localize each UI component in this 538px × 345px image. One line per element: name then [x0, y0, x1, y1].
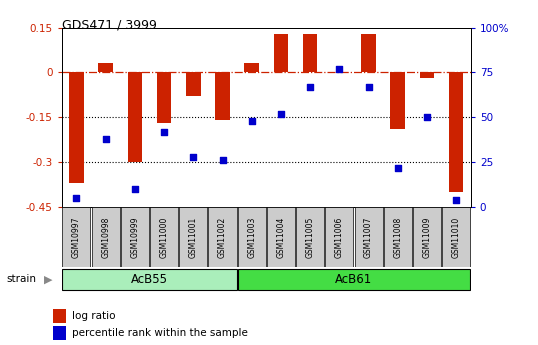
Point	[335, 66, 344, 72]
Text: GDS471 / 3999: GDS471 / 3999	[62, 19, 157, 32]
Text: AcB55: AcB55	[131, 273, 168, 286]
Text: GSM11003: GSM11003	[247, 217, 256, 258]
Bar	[98, 63, 113, 72]
Point	[218, 158, 227, 163]
Bar	[238, 207, 266, 267]
Text: GSM10997: GSM10997	[72, 216, 81, 258]
Bar	[121, 207, 149, 267]
Point	[72, 195, 81, 201]
Bar	[215, 72, 230, 120]
Text: GSM11008: GSM11008	[393, 217, 402, 258]
Text: GSM11005: GSM11005	[306, 217, 315, 258]
Bar	[157, 72, 172, 123]
Point	[452, 197, 461, 203]
Text: GSM11009: GSM11009	[422, 217, 431, 258]
Text: AcB61: AcB61	[335, 273, 372, 286]
Bar	[150, 207, 178, 267]
Bar	[274, 33, 288, 72]
Text: ▶: ▶	[44, 275, 53, 284]
Point	[393, 165, 402, 170]
Point	[306, 84, 314, 90]
Text: GSM10998: GSM10998	[101, 217, 110, 258]
Text: GSM11002: GSM11002	[218, 217, 227, 258]
Point	[364, 84, 373, 90]
Bar	[62, 207, 90, 267]
Bar	[296, 207, 324, 267]
Bar	[209, 207, 237, 267]
Bar	[62, 268, 237, 290]
Bar	[413, 207, 441, 267]
Bar	[361, 33, 376, 72]
Bar	[53, 326, 66, 340]
Bar	[355, 207, 383, 267]
Bar	[186, 72, 201, 96]
Bar	[53, 309, 66, 323]
Bar	[384, 207, 412, 267]
Bar	[179, 207, 207, 267]
Text: strain: strain	[6, 275, 37, 284]
Point	[423, 115, 431, 120]
Text: GSM11010: GSM11010	[451, 217, 461, 258]
Text: GSM11006: GSM11006	[335, 217, 344, 258]
Point	[131, 186, 139, 192]
Bar	[238, 268, 470, 290]
Bar	[303, 33, 317, 72]
Text: GSM11004: GSM11004	[277, 217, 286, 258]
Text: GSM10999: GSM10999	[130, 216, 139, 258]
Point	[189, 154, 197, 159]
Bar	[128, 72, 142, 162]
Point	[160, 129, 168, 135]
Bar	[91, 207, 119, 267]
Text: GSM11007: GSM11007	[364, 217, 373, 258]
Bar	[391, 72, 405, 129]
Bar	[449, 72, 463, 192]
Bar	[267, 207, 295, 267]
Bar	[69, 72, 84, 183]
Bar	[420, 72, 434, 78]
Text: percentile rank within the sample: percentile rank within the sample	[72, 328, 248, 338]
Point	[277, 111, 285, 117]
Bar	[442, 207, 470, 267]
Text: log ratio: log ratio	[72, 311, 116, 321]
Bar	[244, 63, 259, 72]
Bar	[325, 207, 353, 267]
Text: GSM11001: GSM11001	[189, 217, 198, 258]
Point	[247, 118, 256, 124]
Text: GSM11000: GSM11000	[160, 217, 168, 258]
Point	[101, 136, 110, 141]
